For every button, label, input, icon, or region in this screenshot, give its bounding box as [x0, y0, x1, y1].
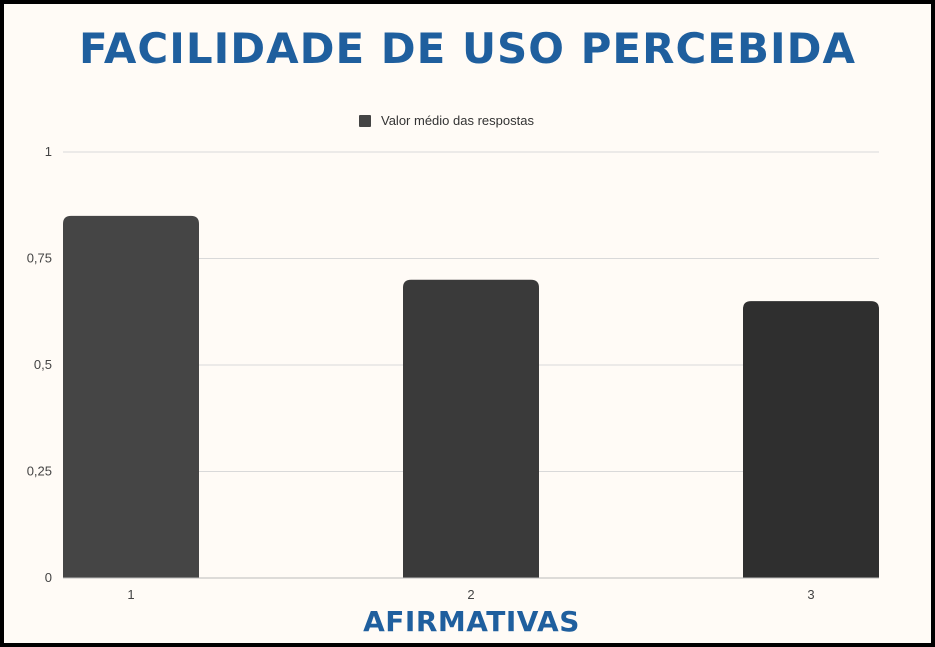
x-tick-label: 2	[467, 587, 474, 602]
y-tick-label: 0,75	[27, 251, 52, 266]
chart-legend: Valor médio das respostas	[359, 113, 534, 128]
y-tick-label: 0	[45, 570, 52, 585]
x-axis-title: AFIRMATIVAS	[363, 605, 580, 638]
y-tick-label: 0,25	[27, 464, 52, 479]
bar	[403, 279, 539, 578]
y-tick-label: 0,5	[34, 357, 52, 372]
chart-title: FACILIDADE DE USO PERCEBIDA	[79, 24, 856, 73]
legend-label: Valor médio das respostas	[381, 113, 534, 128]
x-tick-label: 3	[807, 587, 814, 602]
bar	[63, 215, 199, 578]
y-tick-label: 1	[45, 144, 52, 159]
legend-swatch	[359, 114, 371, 127]
bar	[743, 301, 879, 578]
x-tick-label: 1	[127, 587, 134, 602]
